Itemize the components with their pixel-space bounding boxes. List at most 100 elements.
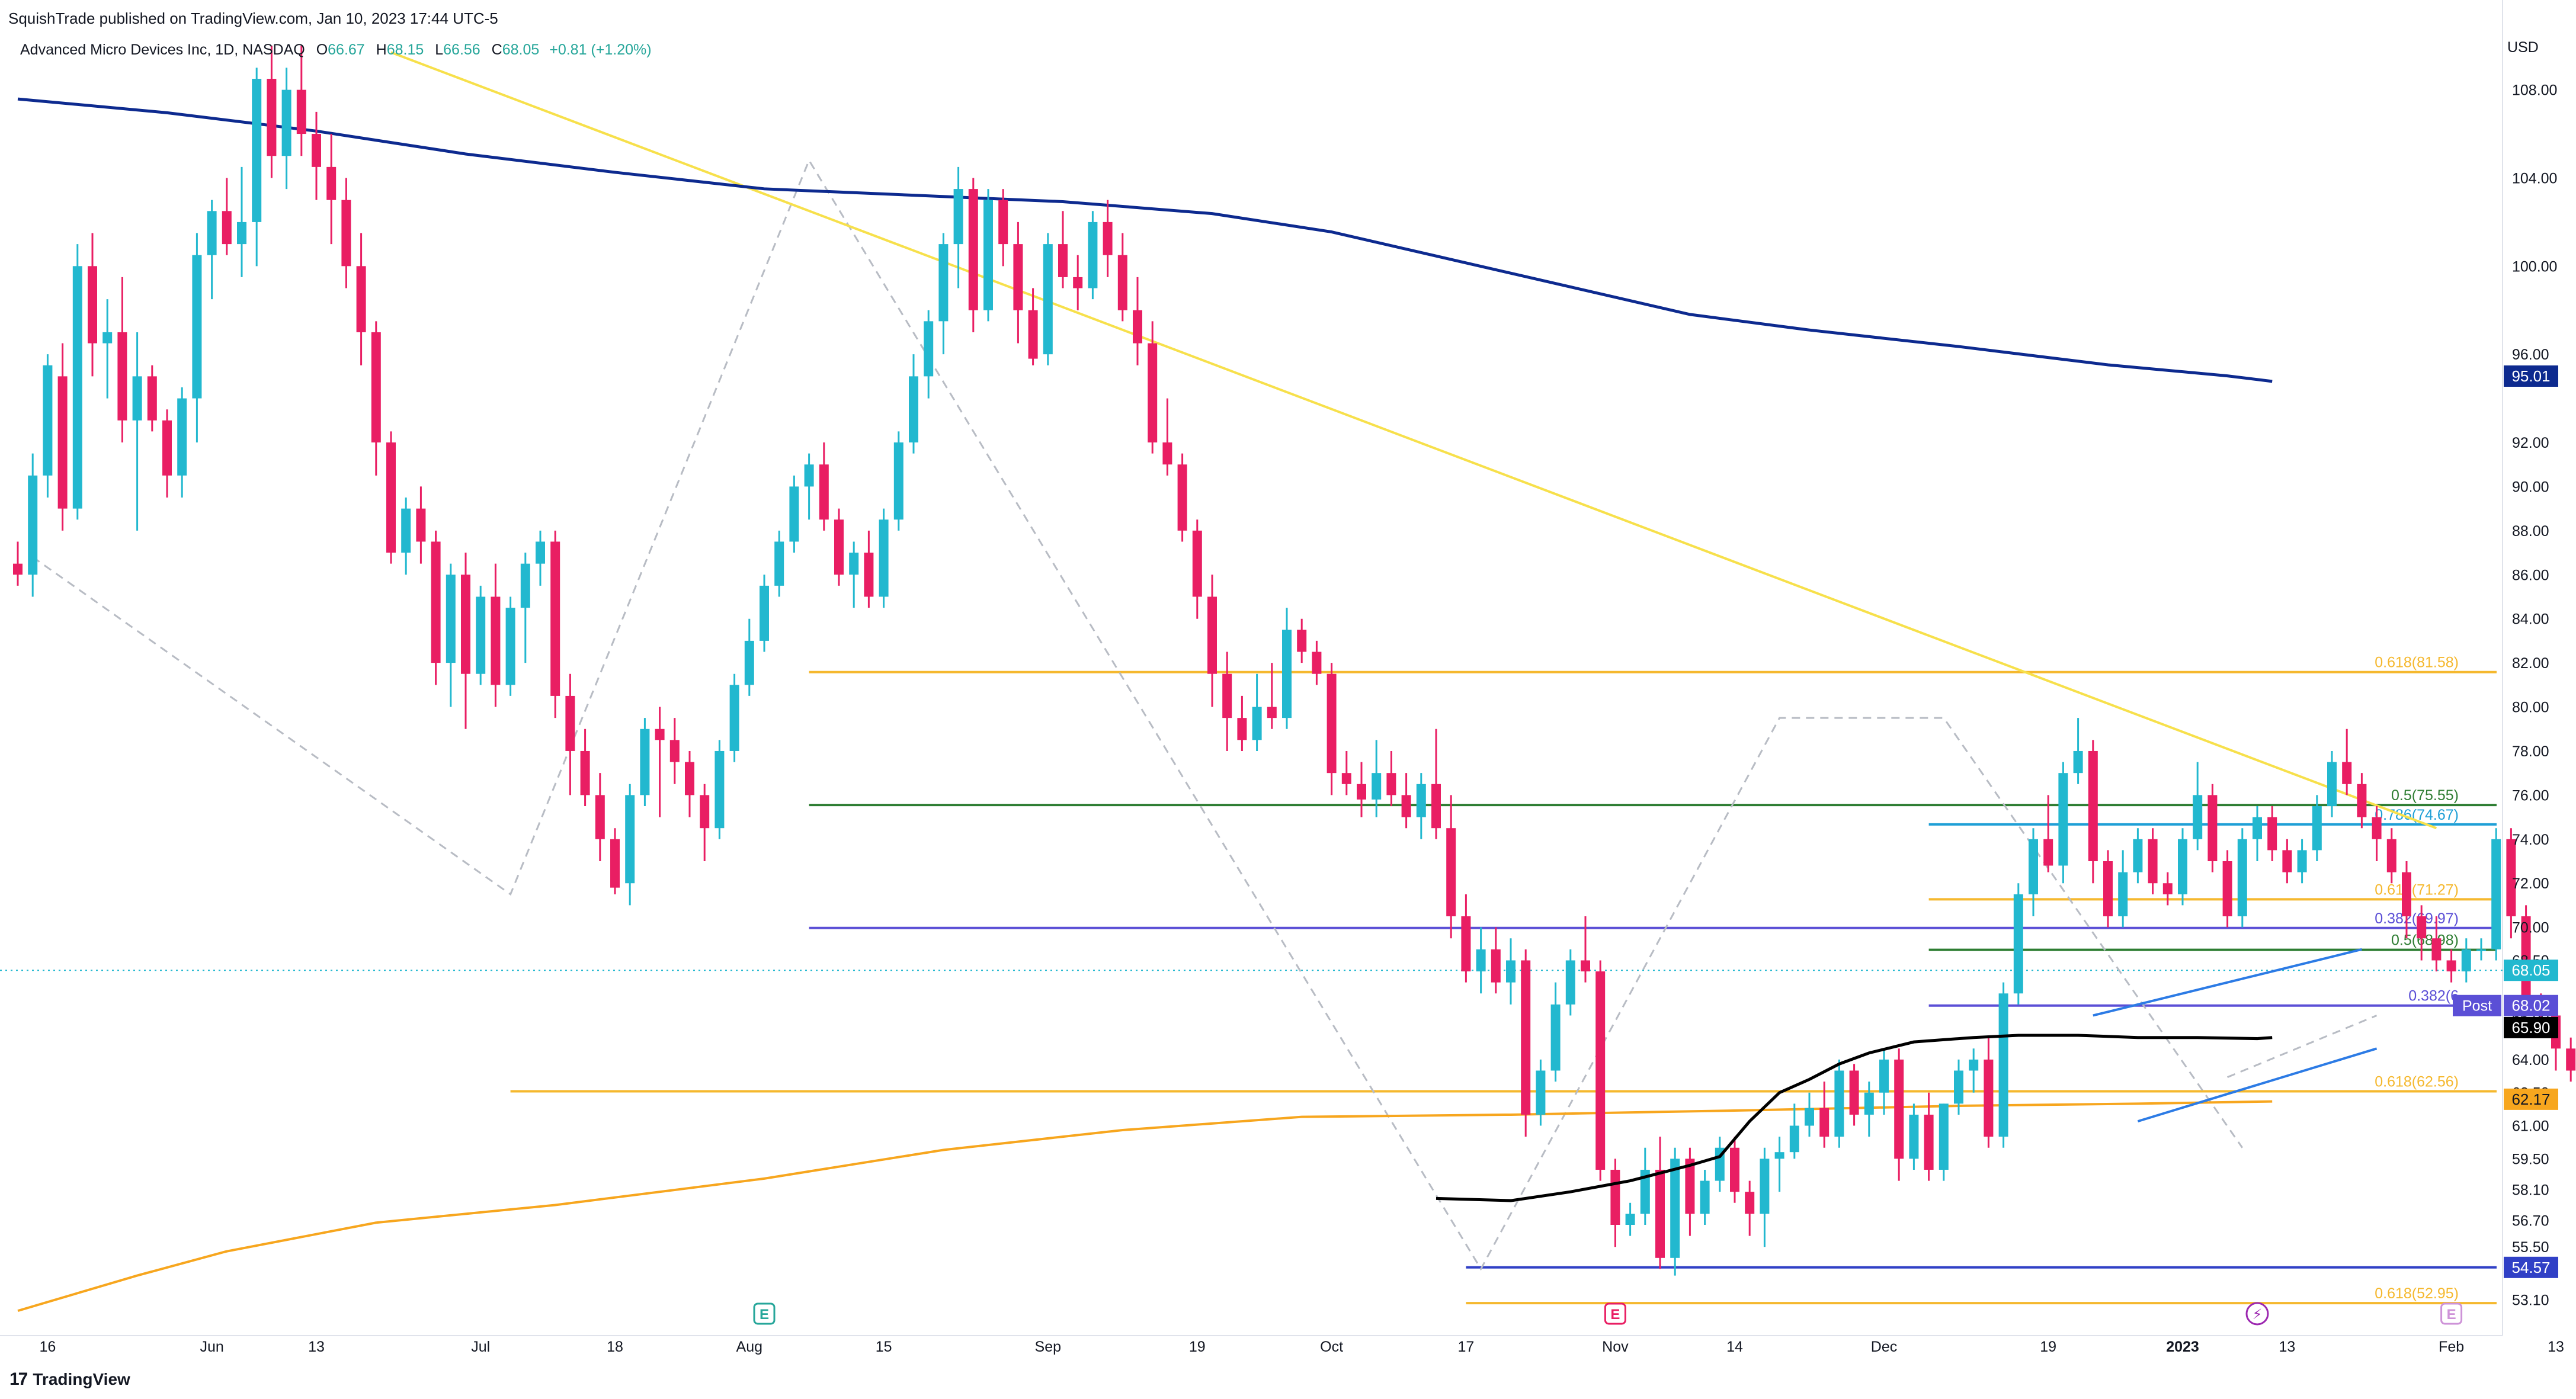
candle-up	[938, 244, 949, 322]
candle-down	[222, 211, 232, 245]
candle-down	[1521, 960, 1531, 1115]
time-tick-label: 14	[1726, 1339, 1743, 1355]
high-value: 68.15	[386, 41, 424, 58]
candle-up	[505, 608, 515, 685]
candle-up	[789, 486, 799, 542]
candle-down	[1177, 464, 1187, 531]
price-tick-label: 59.50	[2512, 1151, 2549, 1167]
price-tick-label: 58.10	[2512, 1182, 2549, 1198]
candle-up	[1998, 993, 2008, 1137]
candle-up	[1416, 784, 1426, 817]
fib-level-label: 0.618(62.56)	[2375, 1073, 2459, 1090]
earnings-event-icon	[1604, 1302, 1626, 1325]
candle-up	[1805, 1108, 1814, 1126]
candle-up	[1864, 1092, 1874, 1115]
price-badge-label: 54.57	[2511, 1259, 2550, 1276]
candle-down	[491, 596, 501, 685]
price-badge	[2504, 1256, 2558, 1278]
candle-up	[625, 795, 635, 884]
price-badge	[2504, 1088, 2558, 1110]
candle-down	[2357, 784, 2367, 817]
candle-down	[2282, 850, 2292, 872]
price-tick-label: 100.00	[2512, 258, 2557, 275]
time-tick-label: 18	[607, 1339, 623, 1355]
candle-down	[2342, 762, 2352, 784]
symbol-name[interactable]: Advanced Micro Devices Inc, 1D, NASDAQ	[20, 41, 305, 58]
event-marker-glyph: E	[1610, 1307, 1620, 1323]
candle-down	[1237, 718, 1247, 740]
candle-down	[1058, 244, 1068, 277]
price-tick-label: 84.00	[2512, 611, 2549, 628]
candle-up	[983, 200, 993, 310]
price-tick-label: 55.50	[2512, 1239, 2549, 1256]
candle-up	[2013, 894, 2023, 994]
candle-down	[700, 795, 710, 829]
candle-up	[1954, 1070, 1963, 1104]
candle-down	[655, 729, 665, 740]
candle-up	[2297, 850, 2307, 872]
candle-up	[1372, 773, 1382, 800]
candle-down	[1103, 222, 1113, 255]
candle-up	[849, 553, 859, 575]
price-badge	[2504, 1016, 2558, 1038]
change-value: +0.81 (+1.20%)	[549, 41, 652, 58]
candle-down	[2267, 817, 2277, 851]
currency-label[interactable]: USD	[2507, 39, 2539, 56]
price-tick-label: 104.00	[2512, 170, 2557, 187]
fib-level-label: 0.5(75.55)	[2391, 787, 2459, 804]
candle-up	[2058, 773, 2068, 866]
candle-up	[1774, 1152, 1784, 1159]
candle-down	[1581, 960, 1590, 972]
candle-down	[461, 575, 470, 674]
price-badge	[2504, 365, 2558, 387]
candle-down	[386, 442, 396, 553]
candle-up	[252, 79, 262, 222]
moving-average-orange	[17, 1100, 2273, 1313]
candle-down	[1117, 255, 1127, 310]
moving-average-200	[17, 97, 2273, 383]
open-value: 66.67	[328, 41, 365, 58]
candle-down	[1685, 1159, 1695, 1214]
candle-up	[520, 563, 530, 608]
zigzag-pattern-line	[32, 158, 2244, 1271]
candle-down	[1192, 530, 1202, 597]
candle-down	[2103, 861, 2113, 917]
event-marker-glyph: E	[2447, 1307, 2456, 1323]
candle-up	[2476, 949, 2486, 951]
time-tick-label: 16	[39, 1339, 56, 1355]
candle-down	[550, 541, 560, 696]
candle-down	[1894, 1059, 1904, 1159]
candle-up	[1282, 630, 1292, 718]
symbol-info: Advanced Micro Devices Inc, 1D, NASDAQ O…	[20, 41, 652, 59]
price-tick-label: 76.00	[2512, 787, 2549, 804]
candle-up	[2327, 762, 2337, 806]
candle-up	[893, 442, 903, 520]
candle-down	[1745, 1192, 1755, 1214]
candle-down	[595, 795, 605, 839]
candle-up	[2237, 839, 2247, 917]
time-tick-label: Dec	[1871, 1339, 1897, 1355]
candle-down	[57, 376, 68, 509]
price-tick-label: 78.00	[2512, 743, 2549, 760]
tradingview-footer[interactable]: 17 TradingView	[9, 1369, 130, 1390]
time-tick-label: 19	[1189, 1339, 1206, 1355]
candle-up	[132, 376, 142, 421]
price-badge	[2504, 960, 2558, 981]
candle-up	[744, 640, 754, 685]
candle-down	[13, 563, 23, 575]
candle-down	[1610, 1169, 1620, 1225]
fib-level-label: 0.382(69.97)	[2375, 910, 2459, 927]
price-tick-label: 88.00	[2512, 523, 2549, 540]
candle-up	[1088, 222, 1098, 288]
time-tick-label: 15	[876, 1339, 892, 1355]
earnings-event-icon	[753, 1302, 776, 1325]
post-market-tag-label: Post	[2462, 998, 2492, 1015]
candle-up	[1939, 1103, 1949, 1170]
candle-up	[401, 508, 411, 553]
candle-up	[2312, 806, 2322, 851]
candle-up	[804, 464, 814, 487]
time-tick-label: 13	[308, 1339, 325, 1355]
time-tick-label: Jun	[200, 1339, 223, 1355]
low-value: 66.56	[443, 41, 480, 58]
